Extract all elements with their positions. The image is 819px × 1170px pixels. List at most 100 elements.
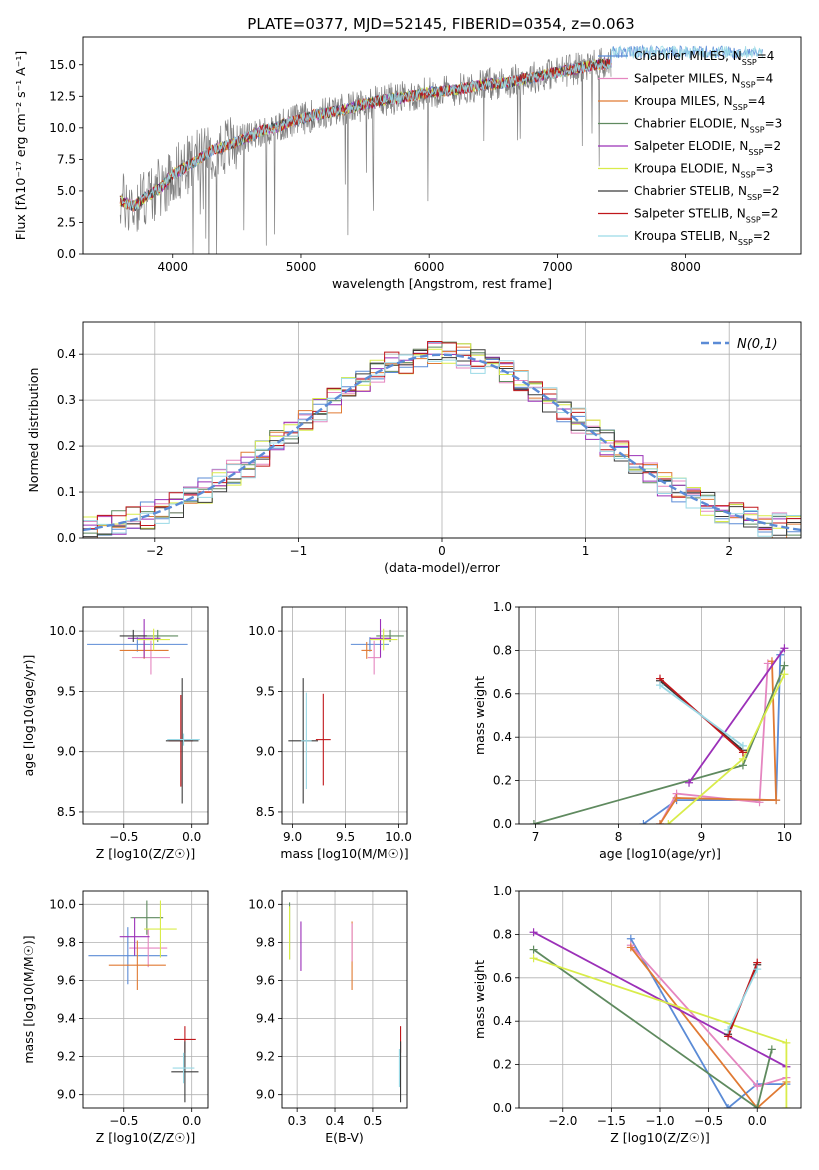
y-tick-label: 9.6 [57,973,76,987]
x-tick-label: 8000 [670,260,701,274]
error-bar-point [130,900,164,935]
error-bar-point [171,1041,199,1103]
x-tick-label: 7 [532,830,540,844]
y-tick-label: 1.0 [493,600,512,614]
weight-marker [782,1038,791,1047]
histogram-step [83,341,801,531]
x-axis-label: E(B-V) [325,1130,364,1145]
legend-label: Salpeter STELIB, NSSP=2 [634,207,778,225]
histogram-step [83,349,801,538]
legend-label: Chabrier MILES, NSSP=4 [634,49,774,67]
y-tick-label: 10.0 [49,897,76,911]
y-tick-label: 9.4 [57,1012,76,1026]
plot-area-spectrum [119,44,763,254]
legend-label: Kroupa ELODIE, NSSP=3 [634,162,773,180]
x-axis-label: Z [log10(Z/Z☉)] [96,846,196,861]
weight-marker [672,793,681,802]
error-bar-point [361,641,373,659]
weight-marker [529,928,538,937]
weight-marker [782,1104,791,1108]
y-tick-label: 0.6 [493,687,512,701]
legend-label: Salpeter ELODIE, NSSP=2 [634,139,781,157]
y-tick-label: 10.0 [49,121,76,135]
y-tick-label: 8.5 [57,805,76,819]
x-tick-label: 0.3 [288,1114,307,1128]
y-tick-label: 0.4 [493,730,512,744]
x-tick-label: 0.0 [182,830,201,844]
y-tick-label: 7.5 [57,152,76,166]
y-tick-label: 0.0 [493,817,512,831]
y-tick-label: 0.2 [493,774,512,788]
x-tick-label: −2.0 [548,1114,577,1128]
plot-area-age-vs-mass [288,619,404,804]
error-bar-point [167,733,200,746]
histogram-step [83,343,801,526]
weight-marker [753,965,762,974]
histogram-step [83,354,801,537]
error-bar-point [144,900,177,958]
y-tick-label: 0.0 [57,247,76,261]
x-axis-label: age [log10(age/yr)] [599,846,721,861]
weight-marker [685,778,694,787]
weight-line [727,968,759,1031]
x-axis-label: (data-model)/error [384,560,501,575]
y-tick-label: 9.2 [256,1050,275,1064]
y-tick-label: 0.4 [57,347,76,361]
x-tick-label: −1.0 [645,1114,674,1128]
legend-label: Chabrier ELODIE, NSSP=3 [634,117,782,135]
axes-frame [281,890,408,1109]
weight-marker [767,1045,776,1054]
x-tick-label: 7000 [542,260,573,274]
axes-frame [518,890,802,1109]
x-tick-label: 1 [582,544,590,558]
chart-layer: 4000 5000 6000 7000 80000.02.55.07.510.012.5… [13,36,802,1145]
model-line [119,44,763,210]
weight-marker [772,796,781,805]
x-tick-label: 6000 [414,260,445,274]
x-tick-label: 9.5 [336,830,355,844]
y-tick-label: 8.5 [256,805,275,819]
weight-marker [780,670,789,679]
x-tick-label: −1.5 [597,1114,626,1128]
x-tick-label: −1 [290,544,308,558]
weight-line [688,647,786,784]
y-tick-label: 0.2 [57,439,76,453]
x-tick-label: 0.0 [182,1114,201,1128]
y-tick-label: 9.0 [256,1088,275,1102]
legend-spectrum: Chabrier MILES, NSSP=4 Salpeter MILES, NS… [598,49,782,247]
y-tick-label: 10.0 [248,897,275,911]
plot-area-mass-vs-Z [88,900,199,1103]
weight-line [630,938,787,1108]
plot-area-weight-vs-age [529,644,789,824]
y-axis-label: Flux [fλ10⁻¹⁷ erg cm⁻² s⁻¹ A⁻¹] [13,51,28,240]
y-tick-label: 9.0 [256,745,275,759]
error-bar-point [172,1052,195,1084]
axes-frame [518,606,802,825]
x-tick-label: 0.4 [325,1114,344,1128]
legend-label: N(0,1) [737,337,778,352]
axes-frame [82,36,802,255]
plot-area-age-vs-Z [87,619,200,804]
x-tick-label: 8 [615,830,623,844]
weight-marker [639,820,648,824]
error-bar-point [369,619,392,658]
weight-marker [529,954,538,963]
error-bar-point [119,629,147,642]
weight-marker [753,1082,762,1091]
weight-marker [724,1104,733,1108]
y-tick-label: 9.8 [256,935,275,949]
error-bar-point [131,640,170,675]
error-bar-point [108,940,166,990]
legend-label: Salpeter MILES, NSSP=4 [634,72,773,90]
x-tick-label: 2 [725,544,733,558]
weight-line [667,673,786,824]
plot-area-weight-vs-Z [529,928,791,1108]
legend-label: Kroupa STELIB, NSSP=2 [634,229,771,247]
y-tick-label: 9.2 [57,1050,76,1064]
weight-line [659,661,778,824]
x-tick-label: 10.0 [385,830,412,844]
y-tick-label: 0.6 [493,971,512,985]
weight-line [533,948,773,1108]
y-tick-label: 10.0 [248,624,275,638]
weight-line [630,946,787,1108]
